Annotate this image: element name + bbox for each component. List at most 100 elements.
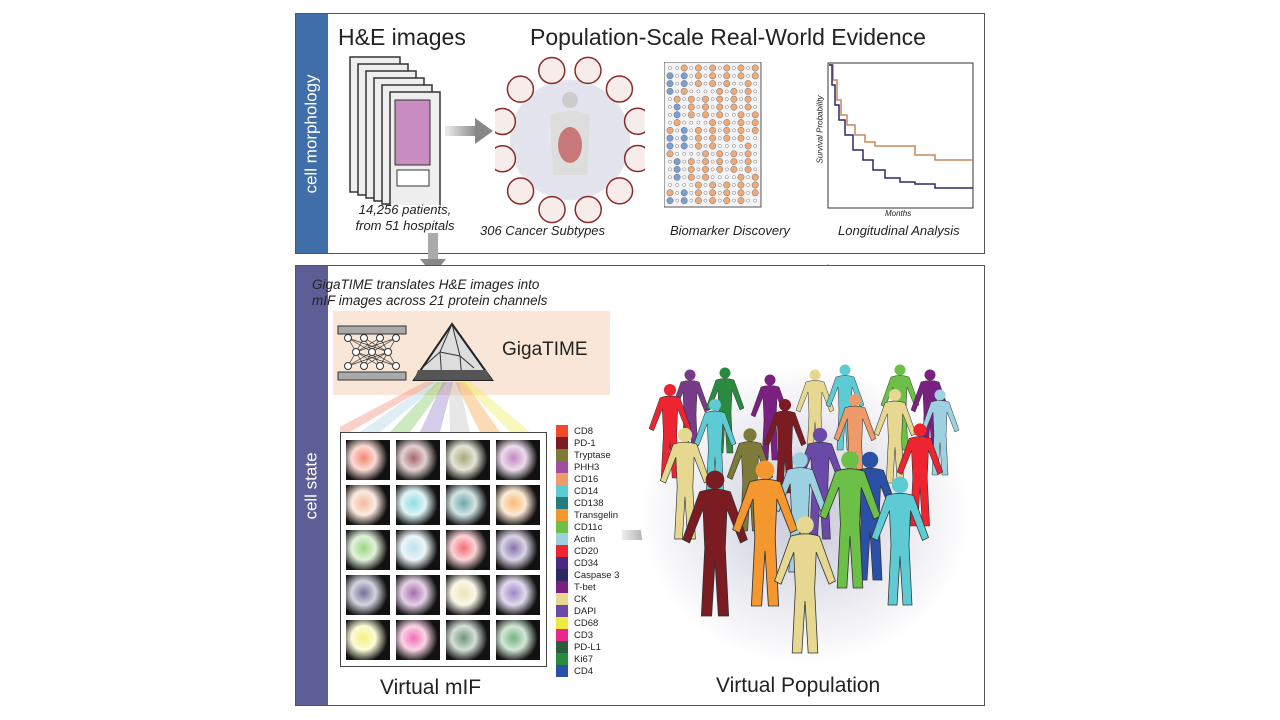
biomarker-dot [723,64,731,72]
biomarker-dot [739,105,743,109]
legend-item: CD34 [556,557,636,569]
biomarker-dot [710,113,715,117]
person-figure [896,423,944,527]
biomarker-dot [744,95,752,103]
legend-swatch [556,653,568,665]
person-figure [774,516,836,654]
mif-tile [446,440,490,480]
legend-item: DAPI [556,605,636,617]
legend-item: Actin [556,533,636,545]
legend-swatch [556,473,568,485]
biomarker-dot [702,150,709,158]
legend-label: CD8 [574,425,594,437]
mif-tile [396,620,440,660]
biomarker-dot [709,80,716,87]
biomarker-dot [687,158,695,166]
biomarker-dot [744,142,752,150]
biomarker-dot [753,81,757,86]
biomarker-dot [746,183,750,187]
biomarker-dot [689,73,694,78]
biomarker-dot [710,159,715,164]
biomarker-dot [680,87,688,95]
organ-icon [538,195,566,224]
biomarker-dot [696,167,701,172]
biomarker-dot [710,167,715,172]
biomarker-dot [725,89,729,94]
biomarker-dot [717,81,722,86]
biomarker-dot [703,144,708,148]
legend-label: Caspase 3 [574,569,620,581]
legend-label: CD11c [574,521,603,533]
biomarker-dot [716,111,724,119]
biomarker-dot [717,144,722,148]
biomarker-dot [680,189,688,197]
legend-label: CD68 [574,617,599,629]
legend-swatch [556,521,568,533]
organ-icon [623,144,645,173]
biomarker-dot [666,87,674,95]
legend-swatch [556,509,568,521]
biomarker-label: Biomarker Discovery [670,223,790,238]
biomarker-dot [666,197,674,205]
biomarker-dot [689,152,694,156]
biomarker-dot [666,127,674,134]
biomarker-dot [668,120,672,125]
biomarker-dot [682,159,687,164]
biomarker-dot [725,97,729,102]
legend-swatch [556,485,568,497]
person-figure [682,470,748,617]
biomarker-dot [682,97,687,102]
biomarker-dot [668,97,672,102]
biomarker-dot [709,72,716,80]
biomarker-dot [751,189,759,197]
km-curve-low [829,64,973,189]
biomarker-dot [751,72,759,80]
legend-swatch [556,665,568,677]
mif-label: Virtual mIF [380,676,482,699]
biomarker-dot [666,142,674,150]
organ-icon [495,107,517,136]
legend-item: CD138 [556,497,636,509]
biomarker-dot [695,80,702,87]
legend-item: Transgelin [556,509,636,521]
biomarker-dot [675,136,679,140]
he-title: H&E images [338,24,466,50]
biomarker-dot [689,144,694,148]
km-curve-high [829,64,973,161]
biomarker-dot [723,189,731,197]
legend-swatch [556,569,568,581]
biomarker-dot [703,190,708,195]
biomarker-dot [689,136,694,140]
biomarker-dot [717,66,722,70]
biomarker-dot [687,103,695,111]
biomarker-dot [702,173,709,181]
channel-beams [340,382,530,432]
biomarker-dot [703,128,708,133]
legend-swatch [556,641,568,653]
biomarker-dot [687,173,695,181]
biomarker-dot [725,113,729,117]
biomarker-dot [695,64,702,72]
subtype-label: 306 Cancer Subtypes [480,223,606,238]
biomarker-dot [666,150,674,158]
biomarker-dot [746,120,750,125]
biomarker-dot [702,158,709,166]
biomarker-dot [730,95,738,103]
mif-tile [396,530,440,570]
evidence-title: Population-Scale Real-World Evidence [530,24,926,50]
biomarker-dot [689,198,694,203]
biomarker-dot [702,103,709,111]
biomarker-dot [751,119,759,126]
mif-tile [496,620,540,660]
biomarker-dot [709,181,716,189]
biomarker-dot [744,87,752,95]
legend-swatch [556,533,568,545]
biomarker-dot [717,136,722,140]
biomarker-dot [716,87,724,95]
person-figure [659,427,711,540]
mif-tile [346,575,390,615]
biomarker-dot [737,111,745,119]
biomarker-dot [732,120,736,125]
person-figure [873,388,917,484]
biomarker-dot [675,89,679,94]
